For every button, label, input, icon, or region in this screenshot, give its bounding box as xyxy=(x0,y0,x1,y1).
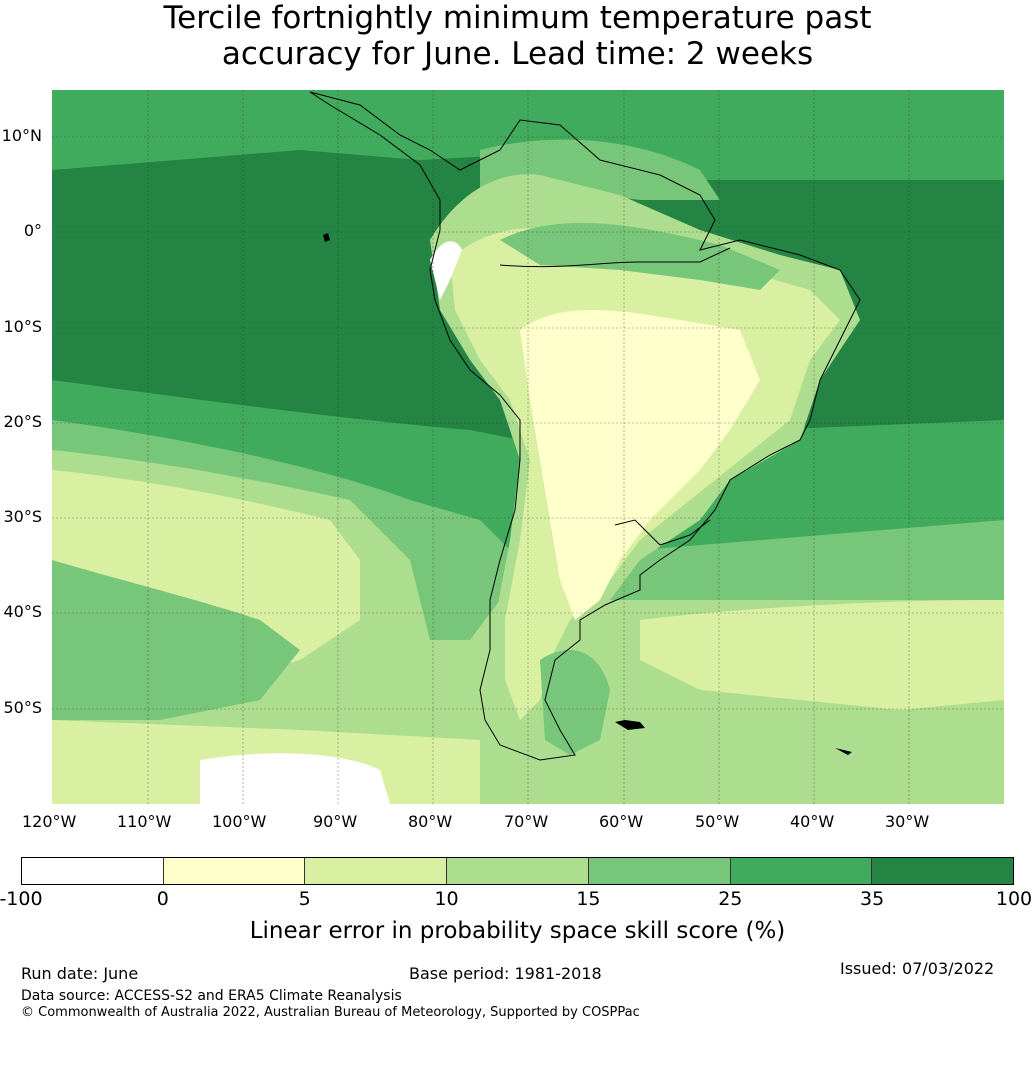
colorbar-tick-label: 25 xyxy=(718,888,743,910)
lon-label-80w: 80°W xyxy=(408,812,453,831)
run-date: Run date: June xyxy=(21,964,139,983)
falkland-islands xyxy=(615,720,645,730)
issued-date: Issued: 07/03/2022 xyxy=(840,959,995,978)
graticule xyxy=(52,90,1004,804)
lon-label-30w: 30°W xyxy=(885,812,930,831)
colorbar-tick-label: 35 xyxy=(860,888,885,910)
colorbar-segment xyxy=(22,858,164,884)
lon-label-100w: 100°W xyxy=(212,812,267,831)
colorbar-tick-label: -100 xyxy=(0,888,43,910)
lon-label-90w: 90°W xyxy=(313,812,358,831)
region-amazon-15 xyxy=(500,223,780,290)
region-south-atlantic-10 xyxy=(560,720,1004,804)
colorbar xyxy=(21,857,1014,885)
lon-label-110w: 110°W xyxy=(117,812,172,831)
copyright: © Commonwealth of Australia 2022, Austra… xyxy=(21,1005,640,1020)
lat-label-20s: 20°S xyxy=(3,412,42,431)
map-title: Tercile fortnightly minimum temperature … xyxy=(0,0,1035,72)
lon-label-40w: 40°W xyxy=(790,812,835,831)
lat-label-50s: 50°S xyxy=(3,698,42,717)
south-georgia xyxy=(835,748,852,755)
lon-label-50w: 50°W xyxy=(695,812,740,831)
amazon-river xyxy=(499,247,731,268)
colorbar-segment xyxy=(872,858,1014,884)
lat-label-30s: 30°S xyxy=(3,507,42,526)
region-south-atlantic-5 xyxy=(640,600,1004,710)
lon-label-60w: 60°W xyxy=(599,812,644,831)
colorbar-tick-label: 5 xyxy=(298,888,311,910)
colorbar-segment xyxy=(588,858,731,884)
title-line-2: accuracy for June. Lead time: 2 weeks xyxy=(221,36,814,72)
lon-label-70w: 70°W xyxy=(504,812,549,831)
lat-label-10s: 10°S xyxy=(3,317,42,336)
lon-label-120w: 120°W xyxy=(22,812,77,831)
region-patagonia-15 xyxy=(540,650,610,755)
region-far-south-0 xyxy=(200,753,390,804)
lat-label-40s: 40°S xyxy=(3,602,42,621)
colorbar-label: Linear error in probability space skill … xyxy=(249,918,786,944)
data-source: Data source: ACCESS-S2 and ERA5 Climate … xyxy=(21,988,402,1004)
colorbar-tick-label: 10 xyxy=(434,888,459,910)
lat-label-0: 0° xyxy=(23,221,42,240)
colorbar-tick-label: 0 xyxy=(156,888,169,910)
colorbar-segment xyxy=(447,858,589,884)
region-andes-white xyxy=(430,241,462,300)
region-south-america-0 xyxy=(520,310,760,620)
galapagos xyxy=(323,233,330,242)
base-period: Base period: 1981-2018 xyxy=(409,964,602,983)
title-line-1: Tercile fortnightly minimum temperature … xyxy=(163,0,872,36)
colorbar-segment xyxy=(163,858,306,884)
skill-score-map xyxy=(52,90,1004,804)
coastline xyxy=(309,91,861,761)
colorbar-segment xyxy=(305,858,448,884)
region-east-pacific-15 xyxy=(52,560,300,720)
colorbar-segment xyxy=(730,858,873,884)
colorbar-tick-label: 100 xyxy=(995,888,1033,910)
rio-de-la-plata xyxy=(614,519,711,546)
lat-label-10n: 10°N xyxy=(1,126,42,145)
colorbar-tick-label: 15 xyxy=(576,888,601,910)
